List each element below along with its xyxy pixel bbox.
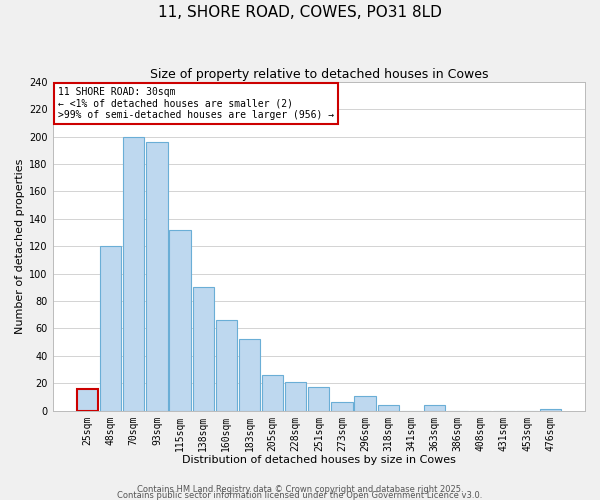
Bar bbox=[215, 320, 237, 410]
Bar bbox=[285, 382, 307, 410]
Y-axis label: Number of detached properties: Number of detached properties bbox=[15, 158, 25, 334]
Bar bbox=[262, 375, 283, 410]
Bar bbox=[77, 389, 98, 410]
Text: 11 SHORE ROAD: 30sqm
← <1% of detached houses are smaller (2)
>99% of semi-detac: 11 SHORE ROAD: 30sqm ← <1% of detached h… bbox=[58, 86, 334, 120]
Bar bbox=[424, 405, 445, 410]
Bar bbox=[123, 136, 145, 410]
Text: 11, SHORE ROAD, COWES, PO31 8LD: 11, SHORE ROAD, COWES, PO31 8LD bbox=[158, 5, 442, 20]
Bar bbox=[377, 405, 399, 410]
Text: Contains public sector information licensed under the Open Government Licence v3: Contains public sector information licen… bbox=[118, 490, 482, 500]
Bar bbox=[146, 142, 167, 410]
Bar bbox=[239, 340, 260, 410]
Text: Contains HM Land Registry data © Crown copyright and database right 2025.: Contains HM Land Registry data © Crown c… bbox=[137, 484, 463, 494]
Bar bbox=[169, 230, 191, 410]
Bar bbox=[308, 388, 329, 410]
Bar bbox=[355, 396, 376, 410]
Bar bbox=[331, 402, 353, 410]
X-axis label: Distribution of detached houses by size in Cowes: Distribution of detached houses by size … bbox=[182, 455, 456, 465]
Bar bbox=[193, 288, 214, 410]
Bar bbox=[100, 246, 121, 410]
Title: Size of property relative to detached houses in Cowes: Size of property relative to detached ho… bbox=[149, 68, 488, 80]
